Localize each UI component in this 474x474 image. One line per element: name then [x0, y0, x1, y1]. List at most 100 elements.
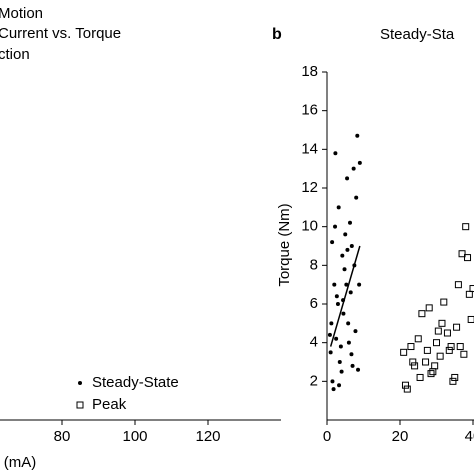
point	[349, 352, 354, 357]
point	[460, 350, 468, 358]
point	[427, 370, 435, 378]
point	[469, 285, 474, 293]
chart-title: Steady-Sta	[380, 26, 455, 43]
point	[434, 327, 442, 335]
point	[401, 381, 409, 389]
x-tick-label: 80	[54, 428, 71, 445]
point	[343, 232, 348, 237]
point	[334, 336, 339, 341]
point	[331, 387, 336, 392]
x-axis-label: (mA)	[4, 454, 37, 471]
point	[451, 373, 459, 381]
point	[429, 368, 437, 376]
point	[464, 254, 472, 262]
y-tick-label: 4	[310, 334, 318, 351]
point	[465, 290, 473, 298]
point	[327, 332, 332, 337]
y-tick-label: 8	[310, 256, 318, 273]
x-tick-label: 0	[323, 428, 331, 445]
point	[334, 294, 339, 299]
point	[431, 362, 439, 370]
y-tick-label: 12	[301, 179, 318, 196]
legend-square	[76, 401, 84, 409]
point	[328, 350, 333, 355]
point	[329, 321, 334, 326]
point	[422, 358, 430, 366]
point	[423, 346, 431, 354]
point	[346, 321, 351, 326]
point	[416, 373, 424, 381]
point	[357, 160, 362, 165]
point	[454, 281, 462, 289]
point	[354, 195, 359, 200]
point	[330, 379, 335, 384]
x-tick-label: 20	[392, 428, 409, 445]
point	[357, 282, 362, 287]
point	[418, 310, 426, 318]
point	[440, 298, 448, 306]
point	[339, 369, 344, 374]
point	[341, 311, 346, 316]
point	[414, 335, 422, 343]
point	[347, 220, 352, 225]
point	[425, 304, 433, 312]
point	[409, 358, 417, 366]
x-tick-label: 100	[122, 428, 147, 445]
y-tick-label: 16	[301, 102, 318, 119]
point	[349, 244, 354, 248]
x-tick-label: 120	[195, 428, 220, 445]
y-tick-label: 6	[310, 295, 318, 312]
point	[345, 247, 350, 252]
point	[403, 385, 411, 393]
point	[462, 223, 470, 231]
legend-label: Steady-State	[92, 374, 179, 391]
point	[330, 240, 335, 245]
point	[445, 346, 453, 354]
point	[351, 166, 356, 171]
y-tick-label: 2	[310, 372, 318, 389]
point	[335, 302, 340, 306]
point	[337, 360, 342, 364]
chart-title-line: Motion	[0, 5, 43, 22]
point	[411, 362, 419, 370]
point	[346, 340, 351, 345]
point	[443, 329, 451, 337]
point	[340, 253, 345, 258]
point	[433, 339, 440, 347]
point	[332, 282, 337, 287]
x-tick-label: 40	[465, 428, 474, 445]
fit-line	[329, 245, 361, 347]
point	[407, 343, 415, 351]
point	[353, 329, 358, 334]
legend-dot	[78, 381, 82, 385]
panel-label: b	[272, 26, 282, 43]
point	[333, 224, 338, 229]
point	[467, 315, 474, 323]
y-tick-label: 10	[301, 218, 318, 235]
point	[458, 250, 466, 258]
point	[350, 363, 355, 368]
point	[400, 348, 408, 356]
point	[337, 383, 342, 388]
point	[355, 133, 360, 138]
point	[438, 319, 446, 327]
point	[447, 343, 455, 351]
chart-title-line: Current vs. Torque	[0, 25, 121, 42]
point	[338, 344, 343, 349]
point	[344, 282, 349, 287]
point	[345, 176, 350, 181]
legend-label: Peak	[92, 396, 127, 413]
point	[453, 323, 461, 331]
chart-title-line: ction	[0, 46, 30, 63]
point	[436, 352, 444, 360]
point	[449, 377, 457, 385]
y-tick-label: 14	[301, 140, 318, 157]
point	[456, 343, 464, 351]
y-axis-label: Torque (Nm)	[276, 203, 293, 286]
y-tick-label: 18	[301, 63, 318, 80]
point	[342, 267, 347, 272]
point	[356, 367, 361, 372]
point	[348, 290, 353, 295]
